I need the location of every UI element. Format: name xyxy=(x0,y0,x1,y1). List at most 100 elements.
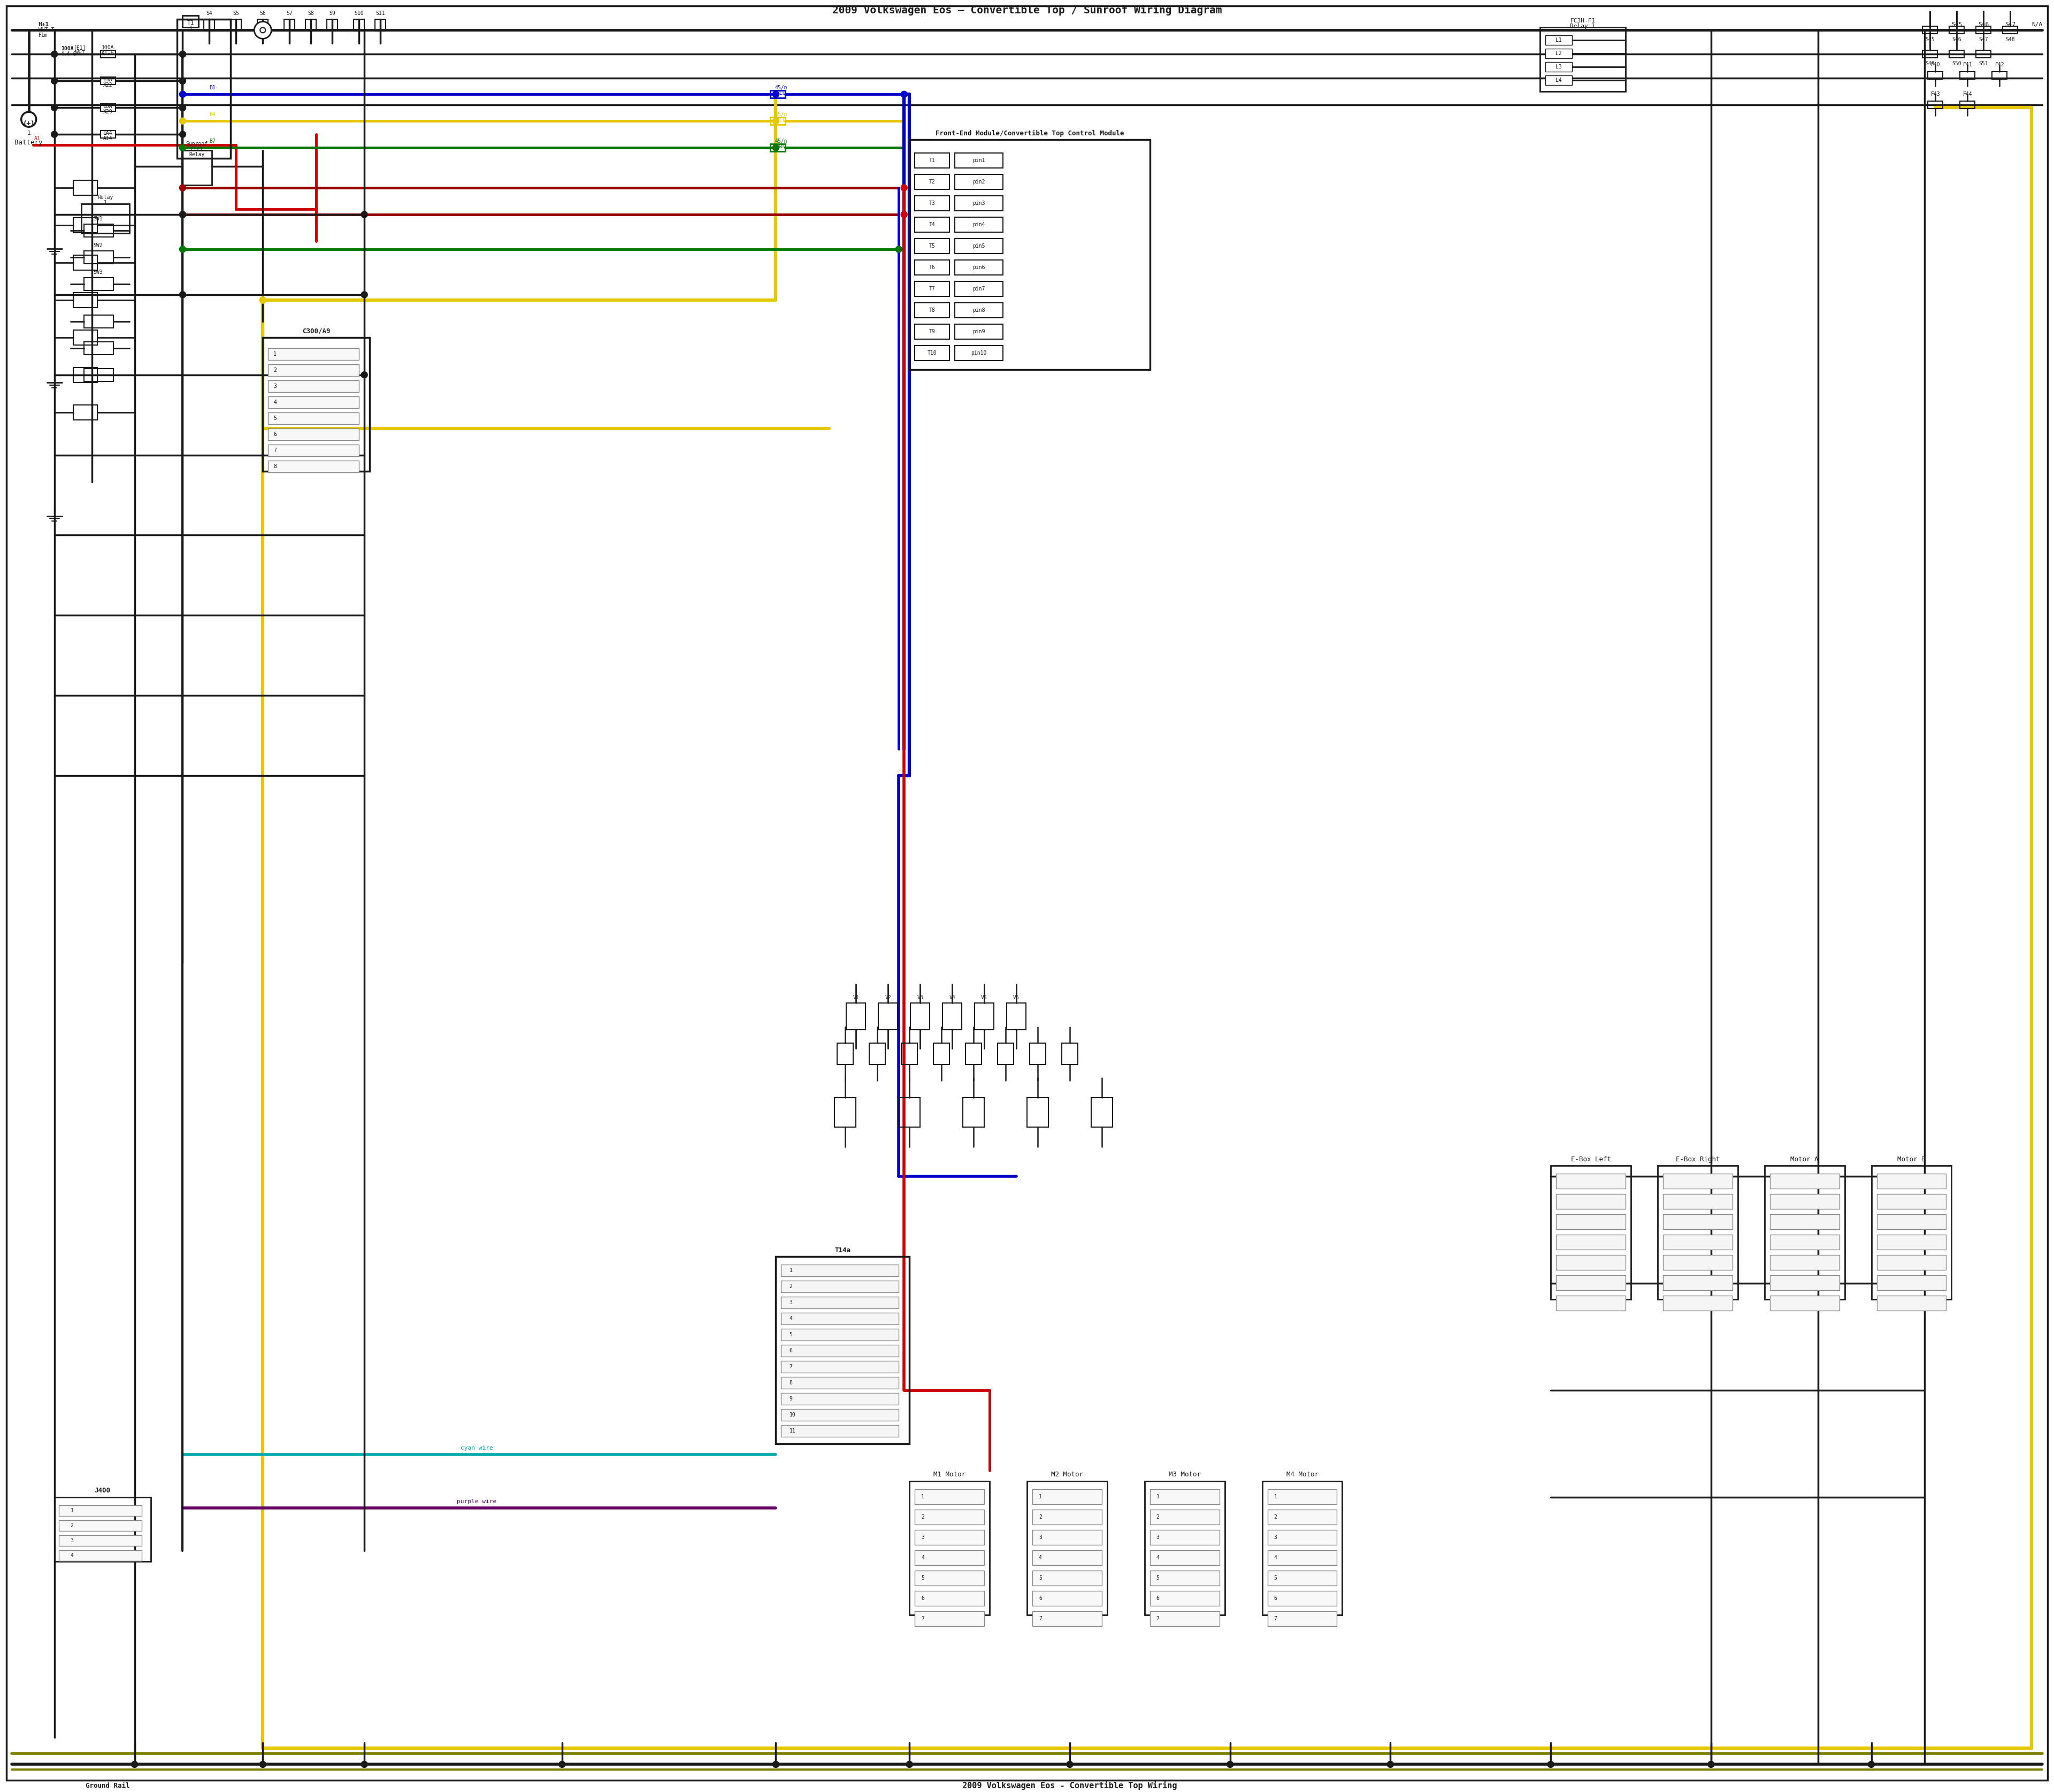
Bar xyxy=(914,1509,984,1525)
Text: 6: 6 xyxy=(920,1595,924,1600)
Text: 45/n: 45/n xyxy=(774,111,787,116)
Bar xyxy=(1540,27,1625,91)
Bar xyxy=(1960,100,1976,109)
Bar xyxy=(914,217,949,233)
Text: 1: 1 xyxy=(920,1495,924,1500)
Bar xyxy=(80,204,129,233)
Bar xyxy=(955,152,1002,168)
Text: 5: 5 xyxy=(1273,1575,1278,1581)
Text: SW1: SW1 xyxy=(94,217,103,222)
Text: Ctrl: Ctrl xyxy=(191,147,203,152)
Circle shape xyxy=(902,91,908,97)
Text: pin4: pin4 xyxy=(974,222,986,228)
Circle shape xyxy=(259,297,267,303)
Text: E-Box Left: E-Box Left xyxy=(1571,1156,1610,1163)
Circle shape xyxy=(179,91,185,97)
Text: 2: 2 xyxy=(1273,1514,1278,1520)
Bar xyxy=(283,20,296,30)
Circle shape xyxy=(259,1762,267,1767)
Circle shape xyxy=(772,145,778,151)
Text: pin8: pin8 xyxy=(974,308,986,314)
Text: 1: 1 xyxy=(189,25,193,30)
Circle shape xyxy=(179,50,185,57)
Circle shape xyxy=(261,27,265,32)
Text: 2: 2 xyxy=(789,1283,793,1288)
Bar xyxy=(965,1043,982,1064)
Text: S11: S11 xyxy=(376,11,384,16)
Bar xyxy=(846,1004,865,1030)
Bar xyxy=(327,20,337,30)
Text: pin6: pin6 xyxy=(974,265,986,271)
Text: T1: T1 xyxy=(928,158,935,163)
Bar xyxy=(955,324,1002,339)
Text: 8: 8 xyxy=(789,1380,793,1385)
Bar xyxy=(1557,1174,1625,1188)
Circle shape xyxy=(902,185,908,192)
Bar xyxy=(914,1530,984,1545)
Bar xyxy=(1027,1097,1048,1127)
Text: S51: S51 xyxy=(1978,61,1988,66)
Text: T5: T5 xyxy=(928,244,935,249)
Text: 7: 7 xyxy=(273,448,277,453)
Bar xyxy=(1949,50,1964,57)
Bar xyxy=(183,151,212,185)
Bar xyxy=(1267,1530,1337,1545)
Circle shape xyxy=(179,131,185,138)
Bar xyxy=(1877,1276,1947,1290)
Bar xyxy=(1771,1174,1838,1188)
Bar xyxy=(1551,1167,1631,1299)
Text: J400: J400 xyxy=(94,1487,111,1495)
Bar xyxy=(60,1536,142,1546)
Circle shape xyxy=(1066,1762,1072,1767)
Circle shape xyxy=(362,292,368,297)
Circle shape xyxy=(179,185,185,192)
Bar xyxy=(74,217,97,233)
Text: YEL: YEL xyxy=(776,116,787,122)
Bar xyxy=(101,77,115,84)
Bar xyxy=(1062,1043,1078,1064)
Bar xyxy=(84,224,113,237)
Text: 4,4-6: 4,4-6 xyxy=(62,52,76,57)
Text: 1A4: 1A4 xyxy=(103,131,113,136)
Bar xyxy=(1771,1276,1838,1290)
Text: pin3: pin3 xyxy=(974,201,986,206)
Bar xyxy=(1150,1591,1220,1606)
Bar xyxy=(955,195,1002,211)
Text: 2009 Volkswagen Eos — Convertible Top / Sunroof Wiring Diagram: 2009 Volkswagen Eos — Convertible Top / … xyxy=(832,5,1222,16)
Text: B4: B4 xyxy=(210,111,216,116)
Bar xyxy=(1033,1611,1101,1625)
Bar xyxy=(914,324,949,339)
Text: 6: 6 xyxy=(1039,1595,1041,1600)
Bar xyxy=(834,1097,857,1127)
Bar xyxy=(1557,1254,1625,1271)
Circle shape xyxy=(1386,1762,1393,1767)
Bar xyxy=(781,1281,900,1292)
Bar xyxy=(84,342,113,355)
Bar xyxy=(914,1591,984,1606)
Bar xyxy=(770,143,785,152)
Circle shape xyxy=(179,211,185,217)
Bar xyxy=(1877,1254,1947,1271)
Text: S48: S48 xyxy=(2005,38,2015,43)
Circle shape xyxy=(772,118,778,124)
Bar xyxy=(781,1330,900,1340)
Text: M3 Motor: M3 Motor xyxy=(1169,1471,1202,1478)
Bar xyxy=(1960,72,1976,79)
Text: S6: S6 xyxy=(259,11,265,16)
Text: T4: T4 xyxy=(928,222,935,228)
Text: 3: 3 xyxy=(920,1534,924,1539)
Bar xyxy=(781,1425,900,1437)
Bar xyxy=(781,1409,900,1421)
Bar xyxy=(1664,1174,1732,1188)
Bar xyxy=(902,1043,918,1064)
Text: 2009 Volkswagen Eos - Convertible Top Wiring: 2009 Volkswagen Eos - Convertible Top Wi… xyxy=(963,1781,1177,1790)
Bar xyxy=(1976,27,1990,34)
Text: 1: 1 xyxy=(27,131,31,136)
Bar xyxy=(955,303,1002,317)
Bar xyxy=(781,1265,900,1276)
Bar xyxy=(914,1489,984,1503)
Bar xyxy=(101,50,115,57)
Bar xyxy=(1150,1570,1220,1586)
Text: 3: 3 xyxy=(273,383,277,389)
Text: X22: X22 xyxy=(103,82,113,88)
